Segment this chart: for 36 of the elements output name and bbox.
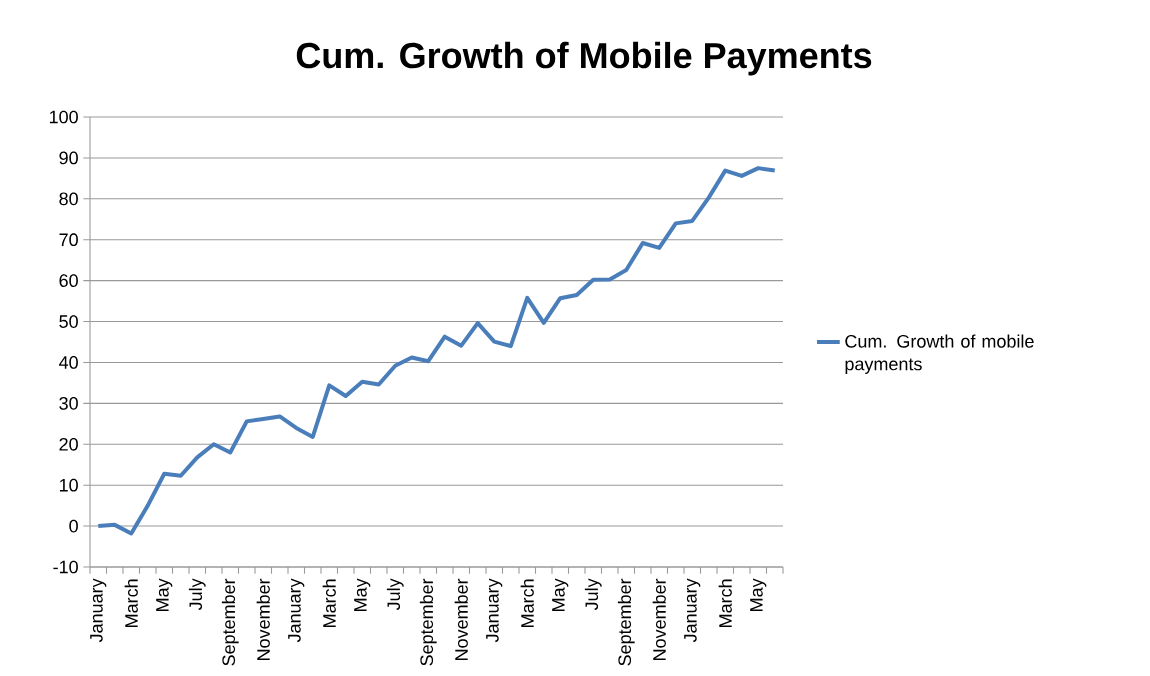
y-tick-label: 0 bbox=[69, 519, 78, 533]
line-series bbox=[96, 166, 777, 536]
x-tick-label: January bbox=[90, 578, 107, 643]
x-tick-label: November bbox=[652, 578, 666, 660]
x-tick-label: November bbox=[256, 578, 270, 660]
y-tick-label: 70 bbox=[59, 233, 78, 247]
y-tick-label: 20 bbox=[59, 437, 78, 451]
y-tick-label: 10 bbox=[59, 478, 78, 492]
y-tick-label: 40 bbox=[59, 356, 78, 369]
x-tick-label: September bbox=[617, 578, 635, 666]
y-tick-label: -10 bbox=[53, 560, 78, 574]
x-tick-label: March bbox=[718, 579, 732, 627]
x-tick-label: January bbox=[684, 578, 701, 643]
x-tick-label: November bbox=[454, 578, 468, 660]
x-tick-label: May bbox=[156, 578, 173, 611]
x-tick-label: September bbox=[221, 578, 239, 666]
x-tick-label: May bbox=[750, 578, 767, 611]
x-tick-label: January bbox=[288, 578, 305, 643]
x-tick-label: May bbox=[354, 578, 371, 611]
y-tick-label: 30 bbox=[59, 396, 78, 410]
chart-title: Cum. Growth of Mobile Payments bbox=[296, 41, 872, 76]
y-tick-label: 90 bbox=[59, 151, 78, 165]
y-tick-label: 60 bbox=[59, 274, 78, 287]
x-tick-label: May bbox=[552, 578, 569, 611]
x-tick-label: March bbox=[322, 579, 336, 627]
x-tick-label: July bbox=[386, 578, 404, 611]
x-tick-label: July bbox=[584, 578, 602, 611]
x-tick-label: March bbox=[124, 579, 138, 627]
x-tick-label: March bbox=[520, 579, 534, 627]
x-tick-label: September bbox=[419, 578, 437, 666]
x-tick-label: January bbox=[486, 578, 503, 643]
y-tick-label: 50 bbox=[59, 315, 78, 328]
x-tick-label: July bbox=[188, 578, 206, 611]
legend-label: Cum. Growth of mobile payments bbox=[845, 334, 1034, 374]
y-tick-label: 80 bbox=[59, 192, 78, 206]
y-tick-label: 100 bbox=[49, 110, 78, 124]
